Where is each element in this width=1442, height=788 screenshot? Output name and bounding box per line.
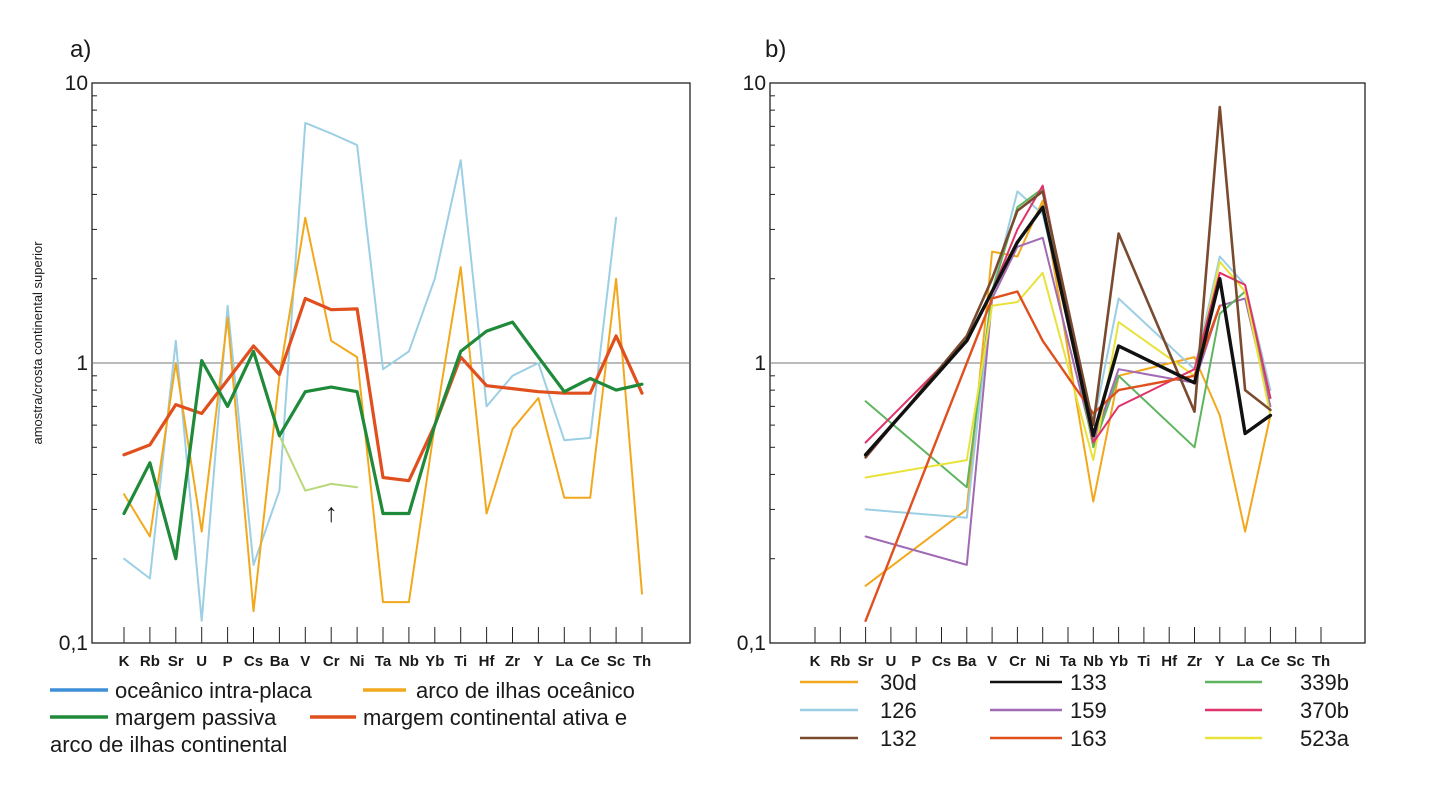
panel-a-xtick-label-ti: Ti	[454, 653, 467, 670]
panel-b-xtick-label-sc: Sc	[1287, 653, 1305, 670]
panel-b-ytick-label: 10	[743, 72, 766, 95]
panel-a-xtick-label-ce: Ce	[581, 653, 600, 670]
panel-a-xtick-label-nb: Nb	[399, 653, 419, 670]
panel-b-xtick-label-ta: Ta	[1060, 653, 1077, 670]
panel-b-ytick-label: 0,1	[737, 632, 766, 655]
panel-b-xtick-label-rb: Rb	[830, 653, 850, 670]
panel-a-series-green-light-line	[278, 434, 359, 492]
panel-a-xtick-label-sc: Sc	[607, 653, 625, 670]
panel-a-xtick-label-sr: Sr	[168, 653, 184, 670]
panel-a-series-green-light	[278, 434, 359, 492]
panel-a-xtick-label-ni: Ni	[350, 653, 365, 670]
panel-b-xtick-label-ti: Ti	[1137, 653, 1150, 670]
panel-b-xtick-label-cs: Cs	[932, 653, 951, 670]
panel-a-xtick-label-cs: Cs	[244, 653, 263, 670]
panel-b-series-132-line	[864, 105, 1272, 459]
panel-a-xtick-label-th: Th	[633, 653, 651, 670]
panel-a-legend-label-2: margem passiva	[115, 705, 277, 730]
panel-a-ytick-label: 0,1	[59, 632, 88, 655]
panel-b-xtick-label-ni: Ni	[1035, 653, 1050, 670]
panel-b: b) 0,1 1 10 K Rb Sr U P Cs Ba V Cr Ni Ta Nb Yb Ti Hf Zr Y La C…	[737, 36, 1366, 751]
panel-a-label: a)	[70, 36, 91, 63]
panel-b-xtick-label-k: K	[810, 653, 821, 670]
panel-b-legend-label-30d: 30d	[880, 670, 917, 695]
panel-a-xtick-label-rb: Rb	[140, 653, 160, 670]
panel-b-xtick-label-cr: Cr	[1009, 653, 1026, 670]
panel-a-series-oce-nico-intra-placa-line	[123, 121, 618, 622]
panel-a-legend-label-3-line2: arco de ilhas continental	[50, 732, 287, 757]
panel-b-series-163	[864, 290, 1221, 622]
panel-a-series-oce-nico-intra-placa	[123, 121, 618, 622]
panel-a-xtick-label-y: Y	[533, 653, 543, 670]
panel-b-legend-label-159: 159	[1070, 698, 1107, 723]
panel-b-xtick-label-sr: Sr	[858, 653, 874, 670]
panel-a-xtick-label-u: U	[196, 653, 207, 670]
panel-b-xtick-label-ba: Ba	[957, 653, 977, 670]
panel-a-xtick-label-ta: Ta	[375, 653, 392, 670]
panel-b-legend-label-370b: 370b	[1300, 698, 1349, 723]
panel-b-xtick-label-v: V	[987, 653, 997, 670]
panel-a-xtick-label-yb: Yb	[425, 653, 444, 670]
panel-a-ylabel: amostra/crosta continental superior	[30, 241, 45, 445]
panel-a-annotation: ↑	[325, 497, 338, 527]
panel-b-xtick-label-zr: Zr	[1187, 653, 1202, 670]
panel-b-legend-label-523a: 523a	[1300, 726, 1350, 751]
panel-a-xtick-label-la: La	[556, 653, 574, 670]
panel-a-legend-label-0: oceânico intra-placa	[115, 678, 313, 703]
panel-b-series-30d-line	[864, 199, 1272, 587]
panel-a-legend: oceânico intra-placa arco de ilhas oceâni…	[50, 678, 635, 757]
panel-b-legend-label-132: 132	[880, 726, 917, 751]
panel-a-xtick-label-ba: Ba	[270, 653, 290, 670]
panel-a-legend-label-1: arco de ilhas oceânico	[416, 678, 635, 703]
panel-a-xtick-label-zr: Zr	[505, 653, 520, 670]
panel-b-xtick-label-yb: Yb	[1109, 653, 1128, 670]
panel-b-series-133	[863, 205, 1273, 457]
panel-b-series-163-line	[864, 290, 1221, 622]
panel-b-xtick-label-u: U	[885, 653, 896, 670]
panel-b-series-159	[864, 236, 1272, 566]
panel-b-xtick-label-p: P	[911, 653, 921, 670]
panel-b-series-159-line	[864, 236, 1272, 566]
panel-a-series-arco-de-ilhas-oce-nico	[123, 216, 643, 613]
panel-a-xtick-label-k: K	[119, 653, 130, 670]
panel-a-series-margem-passiva-line	[122, 320, 644, 561]
panel-b-xtick-label-hf: Hf	[1161, 653, 1178, 670]
panel-b-label: b)	[765, 36, 786, 63]
panel-a-series-margem-passiva	[122, 320, 644, 561]
panel-b-legend-label-133: 133	[1070, 670, 1107, 695]
panel-a-xtick-label-p: P	[223, 653, 233, 670]
panel-b-xtick-label-la: La	[1236, 653, 1254, 670]
panel-a-series-arco-de-ilhas-oce-nico-line	[123, 216, 643, 613]
panel-a-ytick-label: 10	[65, 72, 88, 95]
panel-b-legend-label-339b: 339b	[1300, 670, 1349, 695]
panel-a-legend-label-3: margem continental ativa e	[363, 705, 627, 730]
panel-a-xtick-label-hf: Hf	[479, 653, 496, 670]
panel-b-xtick-label-ce: Ce	[1261, 653, 1280, 670]
panel-b-legend: 30d 133 339b 126 159 370b 132 163 523a	[800, 670, 1350, 751]
panel-b-series-30d	[864, 199, 1272, 587]
panel-a-ytick-label: 1	[76, 352, 88, 375]
panel-b-legend-label-126: 126	[880, 698, 917, 723]
panel-b-legend-label-163: 163	[1070, 726, 1107, 751]
panel-a-xtick-label-cr: Cr	[323, 653, 340, 670]
panel-b-xtick-label-nb: Nb	[1083, 653, 1103, 670]
panel-b-xtick-label-y: Y	[1215, 653, 1225, 670]
panel-a: a) 0,1 1 10 K Rb Sr U P Cs Ba V Cr Ni Ta Nb Yb Ti Hf Zr Y La C…	[30, 36, 691, 757]
panel-a-xtick-label-v: V	[300, 653, 310, 670]
panel-b-xtick-label-th: Th	[1312, 653, 1330, 670]
panel-b-ytick-label: 1	[754, 352, 766, 375]
panel-b-series-132	[864, 105, 1272, 459]
